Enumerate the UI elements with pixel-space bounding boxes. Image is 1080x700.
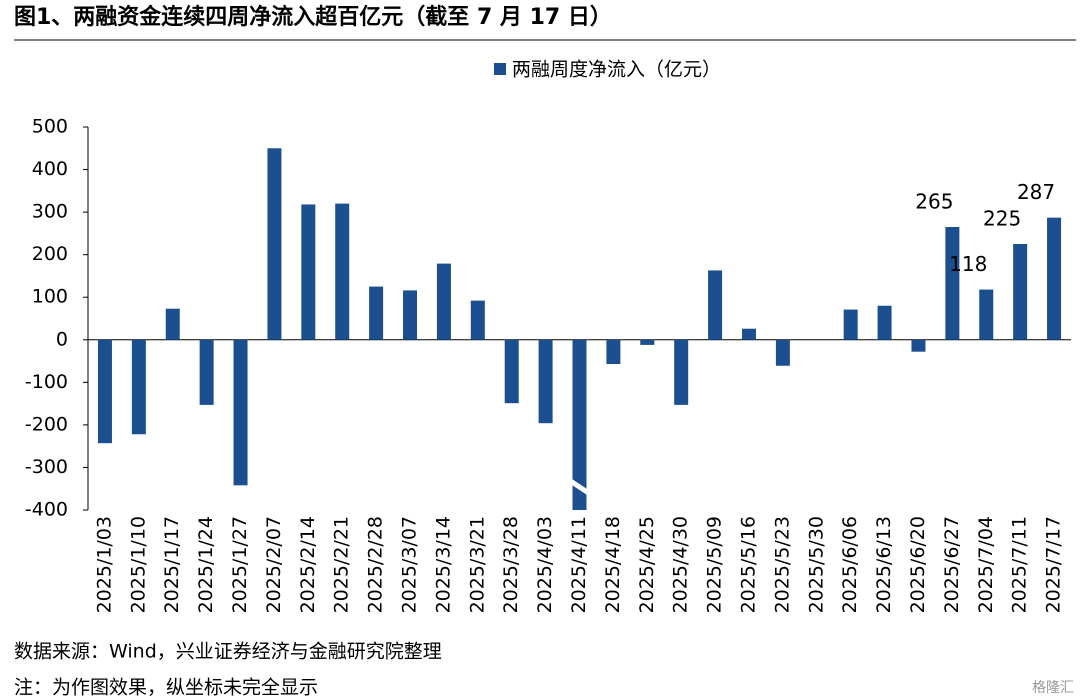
y-tick-label: 200	[32, 243, 68, 265]
bar	[911, 339, 926, 352]
bar	[335, 203, 350, 340]
chart-title: 图1、两融资金连续四周净流入超百亿元（截至 7 月 17 日）	[14, 4, 612, 30]
bar	[165, 308, 180, 340]
bar	[470, 300, 485, 340]
y-tick-label: 0	[56, 328, 68, 350]
y-tick-label: 300	[32, 201, 68, 223]
data-label: 225	[983, 207, 1021, 231]
y-tick-label: -300	[25, 456, 68, 478]
x-tick-label: 2025/2/14	[297, 516, 319, 613]
bar	[267, 148, 282, 340]
x-tick-label: 2025/1/24	[195, 516, 217, 613]
bar	[877, 305, 892, 340]
bar	[741, 328, 756, 340]
x-tick-label: 2025/4/11	[568, 516, 590, 613]
x-tick-label: 2025/1/10	[127, 516, 149, 613]
bar	[233, 339, 248, 486]
x-tick-label: 2025/1/17	[161, 516, 183, 613]
x-tick-label: 2025/4/25	[636, 516, 658, 613]
bar	[199, 339, 214, 405]
x-tick-label: 2025/5/09	[704, 516, 726, 613]
x-tick-label: 2025/5/30	[805, 516, 827, 613]
bar	[301, 204, 316, 340]
x-tick-label: 2025/4/03	[534, 516, 556, 613]
source: 数据来源：Wind，兴业证券经济与金融研究院整理	[14, 641, 442, 663]
bar	[131, 339, 146, 435]
x-tick-label: 2025/7/04	[975, 516, 997, 613]
data-label: 265	[915, 190, 953, 214]
x-tick-label: 2025/1/27	[229, 516, 251, 613]
data-label: 118	[949, 252, 987, 276]
bar	[674, 339, 689, 405]
x-tick-label: 2025/3/14	[432, 516, 454, 613]
x-tick-label: 2025/6/13	[873, 516, 895, 613]
y-tick-label: -100	[25, 371, 68, 393]
bar	[97, 339, 112, 444]
bar	[945, 227, 960, 340]
bar	[843, 309, 858, 340]
bar	[504, 339, 519, 404]
bar	[403, 290, 418, 340]
legend-swatch	[494, 63, 506, 75]
bar	[606, 339, 621, 365]
x-tick-label: 2025/2/07	[263, 516, 285, 613]
x-tick-label: 2025/2/21	[331, 516, 353, 613]
bar	[979, 289, 994, 340]
y-tick-label: 400	[32, 158, 68, 180]
y-tick-label: 100	[32, 286, 68, 308]
y-tick-label: 500	[32, 116, 68, 138]
bar	[640, 339, 655, 345]
bar	[572, 339, 587, 510]
bar	[436, 263, 451, 340]
x-tick-label: 2025/2/28	[365, 516, 387, 613]
x-tick-label: 2025/3/21	[466, 516, 488, 613]
bar	[708, 270, 723, 340]
x-tick-label: 2025/3/28	[500, 516, 522, 613]
x-tick-label: 2025/6/06	[839, 516, 861, 613]
data-label: 287	[1017, 180, 1055, 204]
x-tick-label: 2025/5/16	[737, 516, 759, 613]
bar	[1047, 217, 1062, 340]
x-tick-label: 2025/7/11	[1009, 516, 1031, 613]
watermark: 格隆汇	[1032, 680, 1074, 696]
note: 注：为作图效果，纵坐标未完全显示	[14, 677, 318, 699]
y-tick-label: -200	[25, 413, 68, 435]
y-tick-label: -400	[25, 499, 68, 521]
bar	[775, 339, 790, 366]
x-tick-label: 2025/5/23	[771, 516, 793, 613]
x-tick-label: 2025/4/18	[602, 516, 624, 613]
bar	[1013, 244, 1028, 340]
x-tick-label: 2025/1/03	[93, 516, 115, 613]
x-tick-label: 2025/6/20	[907, 516, 929, 613]
x-tick-label: 2025/4/30	[670, 516, 692, 613]
bar	[369, 286, 384, 340]
axis-break	[570, 478, 589, 496]
x-tick-label: 2025/7/17	[1043, 516, 1065, 613]
bar	[538, 339, 553, 424]
x-tick-label: 2025/6/27	[941, 516, 963, 613]
x-tick-label: 2025/3/07	[399, 516, 421, 613]
legend-label: 两融周度净流入（亿元）	[512, 59, 721, 81]
